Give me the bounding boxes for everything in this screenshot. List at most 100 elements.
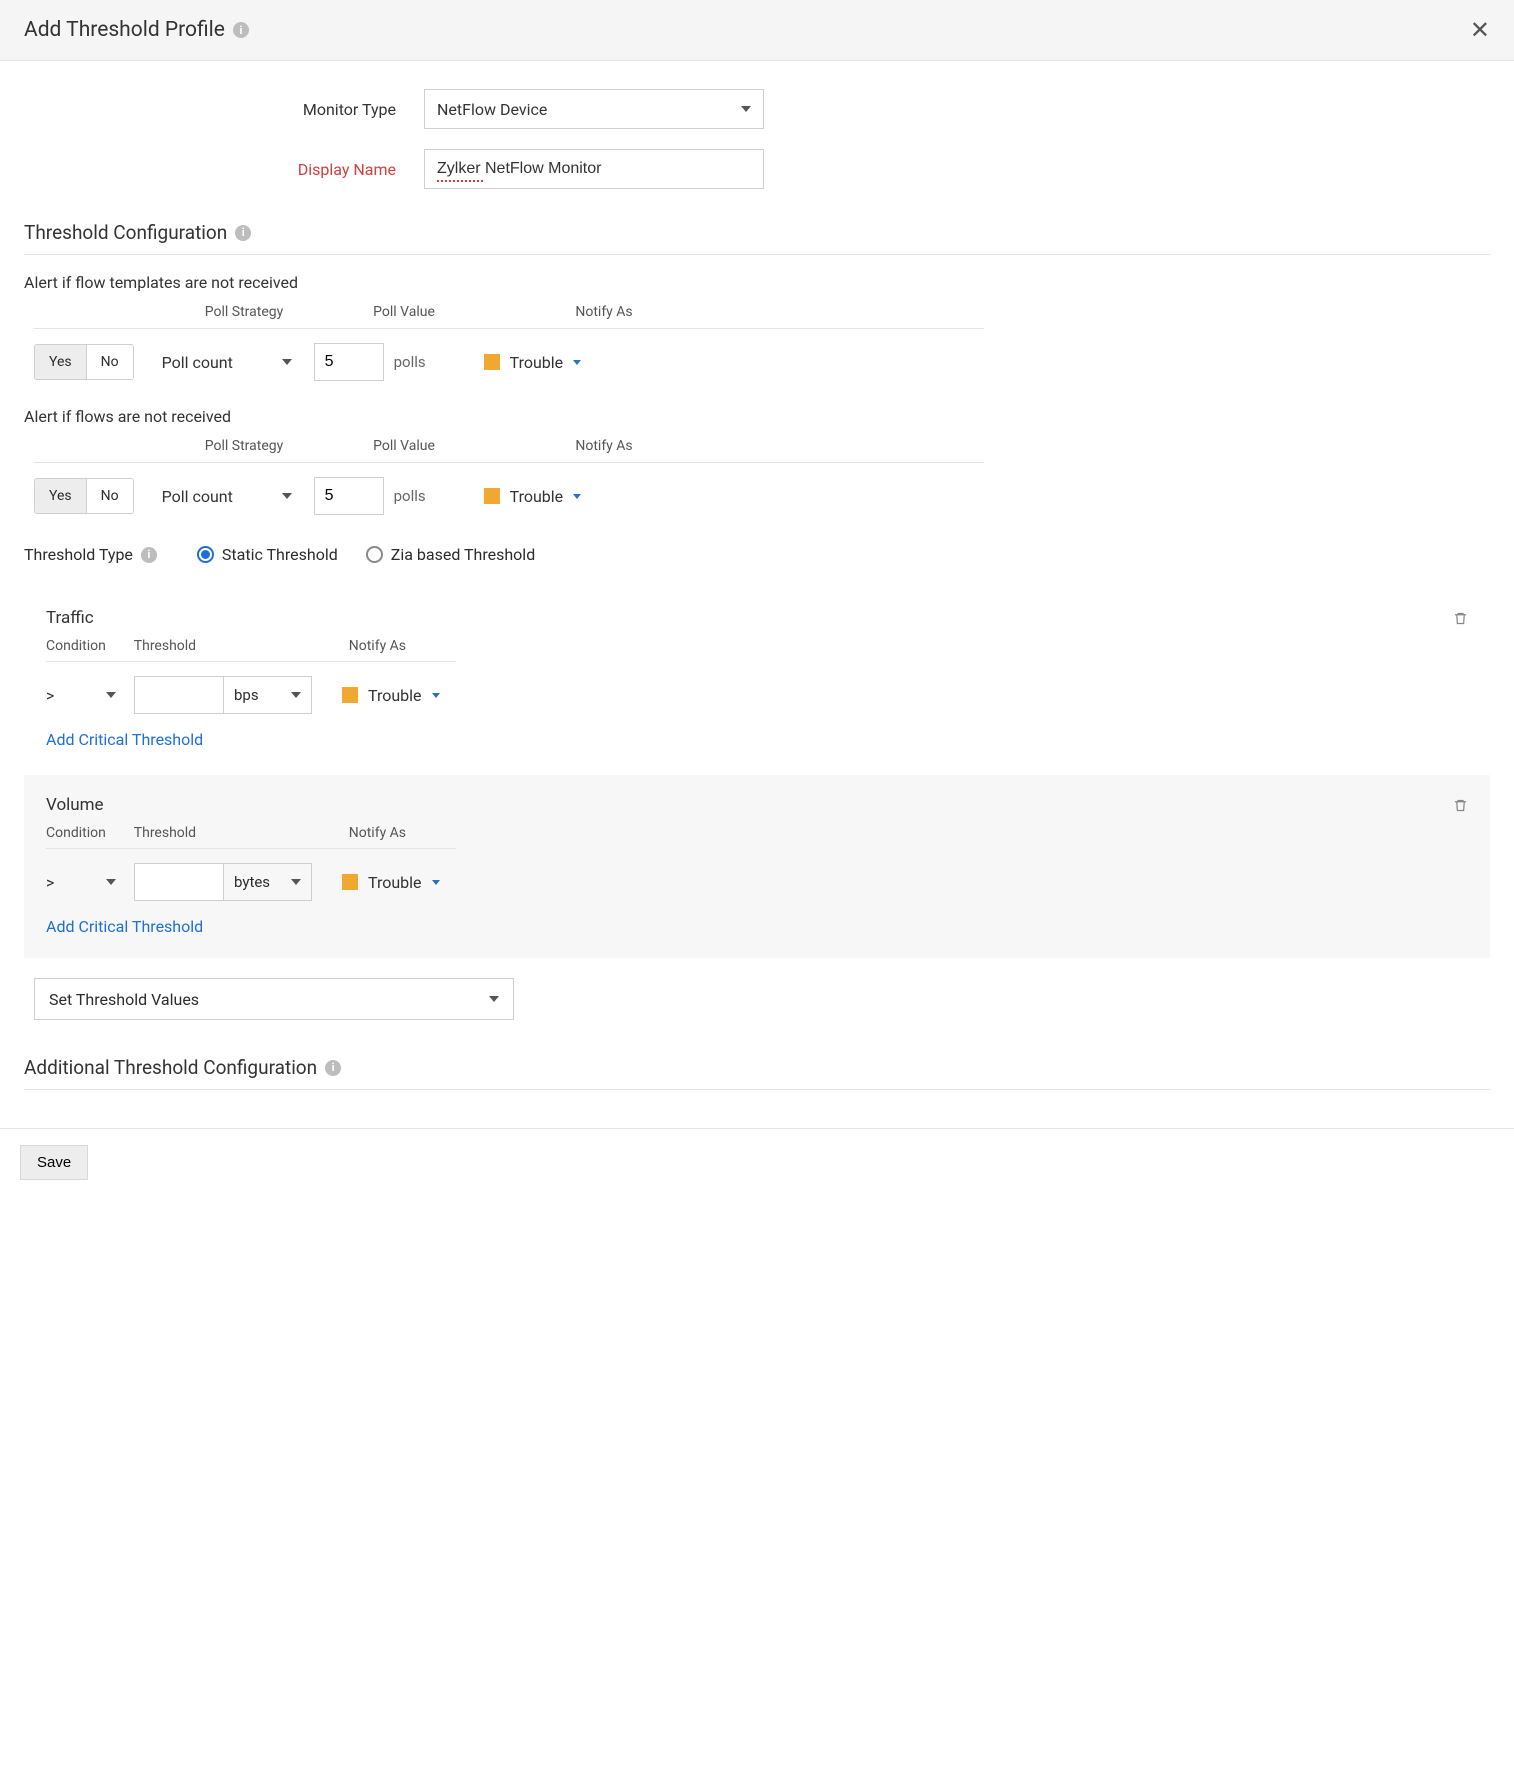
info-icon[interactable]: i bbox=[233, 22, 249, 38]
polls-label: polls bbox=[394, 487, 444, 505]
notify-as-select[interactable]: Trouble bbox=[342, 686, 440, 705]
additional-config-title: Additional Threshold Configuration i bbox=[24, 1056, 1490, 1079]
column-headers: Poll Strategy Poll Value Notify As bbox=[34, 438, 984, 463]
trash-icon[interactable] bbox=[1453, 610, 1468, 627]
notify-text: Trouble bbox=[368, 873, 422, 892]
toggle-yes[interactable]: Yes bbox=[35, 345, 87, 379]
display-name-wrap bbox=[424, 149, 764, 189]
monitor-type-label: Monitor Type bbox=[24, 100, 424, 119]
trouble-swatch bbox=[342, 874, 358, 890]
monitor-type-value: NetFlow Device bbox=[437, 100, 547, 119]
yes-no-toggle[interactable]: Yes No bbox=[34, 344, 134, 380]
unit-value: bytes bbox=[234, 873, 270, 891]
unit-value: bps bbox=[234, 686, 259, 704]
poll-strategy-select[interactable]: Poll count bbox=[162, 353, 292, 372]
card-title: Traffic bbox=[46, 608, 94, 628]
poll-strategy-value: Poll count bbox=[162, 487, 233, 506]
col-threshold: Threshold bbox=[134, 825, 329, 841]
chevron-down-icon bbox=[106, 692, 116, 698]
poll-strategy-value: Poll count bbox=[162, 353, 233, 372]
save-button[interactable]: Save bbox=[20, 1145, 88, 1180]
alert-label: Alert if flows are not received bbox=[24, 407, 1490, 426]
col-value: Poll Value bbox=[324, 304, 484, 320]
chevron-down-icon bbox=[291, 692, 301, 698]
card-column-headers: Condition Threshold Notify As bbox=[46, 825, 456, 849]
poll-value-input[interactable] bbox=[314, 343, 384, 381]
divider bbox=[24, 1089, 1490, 1090]
trash-icon[interactable] bbox=[1453, 797, 1468, 814]
monitor-type-select[interactable]: NetFlow Device bbox=[424, 89, 764, 129]
chevron-down-icon bbox=[741, 106, 751, 112]
add-critical-link[interactable]: Add Critical Threshold bbox=[46, 917, 203, 936]
info-icon[interactable]: i bbox=[325, 1060, 341, 1076]
chevron-down-icon bbox=[106, 879, 116, 885]
threshold-config-title: Threshold Configuration i bbox=[24, 221, 1490, 244]
add-critical-link[interactable]: Add Critical Threshold bbox=[46, 730, 203, 749]
threshold-input[interactable] bbox=[134, 676, 224, 714]
condition-select[interactable]: > bbox=[46, 873, 116, 892]
chevron-down-icon bbox=[282, 493, 292, 499]
card-head: Traffic bbox=[46, 608, 1468, 628]
chevron-down-icon bbox=[573, 494, 581, 499]
col-notify: Notify As bbox=[524, 304, 684, 320]
radio-icon-checked bbox=[197, 546, 214, 563]
threshold-type-label: Threshold Type i bbox=[24, 545, 157, 564]
card-row: > bps Trouble bbox=[46, 676, 1468, 714]
info-icon[interactable]: i bbox=[141, 547, 157, 563]
col-condition: Condition bbox=[46, 825, 134, 841]
card-row: > bytes Trouble bbox=[46, 863, 1468, 901]
info-icon[interactable]: i bbox=[235, 225, 251, 241]
col-value: Poll Value bbox=[324, 438, 484, 454]
condition-select[interactable]: > bbox=[46, 686, 116, 705]
notify-as-select[interactable]: Trouble bbox=[342, 873, 440, 892]
radio-label: Static Threshold bbox=[222, 545, 338, 564]
chevron-down-icon bbox=[282, 359, 292, 365]
notify-text: Trouble bbox=[368, 686, 422, 705]
chevron-down-icon bbox=[432, 880, 440, 885]
radio-zia-threshold[interactable]: Zia based Threshold bbox=[366, 545, 535, 564]
threshold-config-title-text: Threshold Configuration bbox=[24, 221, 227, 244]
display-name-input[interactable] bbox=[424, 149, 764, 189]
set-threshold-values-select[interactable]: Set Threshold Values bbox=[34, 978, 514, 1020]
yes-no-toggle[interactable]: Yes No bbox=[34, 478, 134, 514]
chevron-down-icon bbox=[291, 879, 301, 885]
trouble-swatch bbox=[342, 687, 358, 703]
alert-row: Yes No Poll count polls Trouble bbox=[34, 343, 1490, 381]
modal-title-text: Add Threshold Profile bbox=[24, 18, 225, 42]
card-title: Volume bbox=[46, 795, 104, 815]
col-threshold: Threshold bbox=[134, 638, 329, 654]
additional-config-title-text: Additional Threshold Configuration bbox=[24, 1056, 317, 1079]
condition-value: > bbox=[46, 686, 54, 705]
radio-group: Static Threshold Zia based Threshold bbox=[197, 545, 535, 564]
poll-strategy-select[interactable]: Poll count bbox=[162, 487, 292, 506]
radio-label: Zia based Threshold bbox=[391, 545, 535, 564]
content: Monitor Type NetFlow Device Display Name… bbox=[0, 61, 1514, 1128]
notify-text: Trouble bbox=[510, 353, 564, 372]
divider bbox=[24, 254, 1490, 255]
toggle-yes[interactable]: Yes bbox=[35, 479, 87, 513]
radio-static-threshold[interactable]: Static Threshold bbox=[197, 545, 338, 564]
col-strategy: Poll Strategy bbox=[164, 438, 324, 454]
col-notify: Notify As bbox=[349, 638, 456, 654]
col-condition: Condition bbox=[46, 638, 134, 654]
monitor-type-row: Monitor Type NetFlow Device bbox=[24, 89, 1490, 129]
alert-label: Alert if flow templates are not received bbox=[24, 273, 1490, 292]
toggle-no[interactable]: No bbox=[87, 345, 133, 379]
threshold-input[interactable] bbox=[134, 863, 224, 901]
footer: Save bbox=[0, 1128, 1514, 1196]
unit-select[interactable]: bytes bbox=[224, 863, 312, 901]
toggle-no[interactable]: No bbox=[87, 479, 133, 513]
display-name-label: Display Name bbox=[24, 160, 424, 179]
chevron-down-icon bbox=[489, 996, 499, 1002]
modal-title: Add Threshold Profile i bbox=[24, 18, 249, 42]
close-icon[interactable]: ✕ bbox=[1470, 18, 1490, 42]
condition-value: > bbox=[46, 873, 54, 892]
notify-text: Trouble bbox=[510, 487, 564, 506]
unit-select[interactable]: bps bbox=[224, 676, 312, 714]
notify-as-select[interactable]: Trouble bbox=[484, 487, 582, 506]
trouble-swatch bbox=[484, 354, 500, 370]
alert-row: Yes No Poll count polls Trouble bbox=[34, 477, 1490, 515]
notify-as-select[interactable]: Trouble bbox=[484, 353, 582, 372]
poll-value-input[interactable] bbox=[314, 477, 384, 515]
chevron-down-icon bbox=[573, 360, 581, 365]
